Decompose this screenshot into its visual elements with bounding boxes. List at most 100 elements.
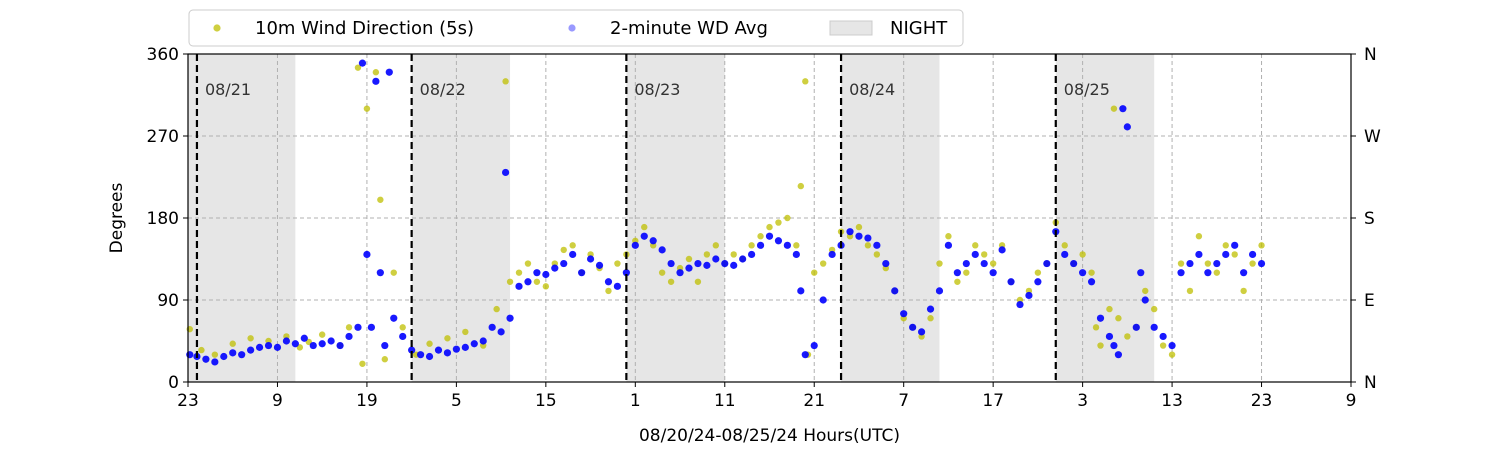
data-point (685, 255, 693, 263)
data-point (1257, 259, 1266, 268)
data-point (1007, 278, 1015, 286)
data-point (515, 282, 523, 290)
data-point (1137, 269, 1145, 277)
data-point (1106, 305, 1113, 313)
data-point (972, 242, 979, 249)
data-point (363, 105, 371, 112)
data-point (730, 251, 737, 258)
x-tick-label: 3 (1077, 391, 1088, 411)
data-point (560, 259, 568, 268)
data-point (676, 269, 684, 277)
data-point (1119, 105, 1127, 113)
data-point (641, 223, 648, 231)
data-point (1043, 259, 1051, 268)
data-point (247, 346, 255, 354)
data-point (784, 214, 791, 222)
data-point (811, 269, 818, 276)
data-point (989, 269, 997, 277)
data-point (658, 269, 666, 276)
data-point (385, 68, 393, 76)
data-point (828, 250, 836, 259)
data-point (703, 261, 711, 269)
data-point (927, 315, 934, 322)
right-axis-ticks: N E S W N (1351, 45, 1381, 393)
data-point (1222, 242, 1229, 249)
data-point (891, 287, 899, 295)
data-point (202, 355, 210, 363)
x-tick-label: 19 (356, 391, 378, 411)
y-axis-label: Degrees (107, 182, 127, 253)
data-point (569, 242, 576, 249)
data-point (367, 323, 375, 331)
x-tick-label: 7 (898, 391, 909, 411)
data-point (586, 255, 595, 263)
data-point (408, 346, 416, 354)
data-point (1168, 341, 1176, 350)
data-point (1087, 278, 1096, 286)
grid-lines (187, 53, 1352, 383)
data-point (1092, 324, 1100, 331)
data-point (954, 278, 961, 285)
data-point (291, 340, 299, 348)
data-point (1034, 278, 1042, 286)
data-point (488, 323, 496, 331)
day-marker-label: 08/22 (420, 80, 466, 99)
right-tick-label: E (1364, 291, 1375, 311)
x-tick-label: 17 (982, 391, 1004, 411)
day-markers: 08/21 08/22 08/23 08/24 08/25 (195, 54, 1110, 382)
day-marker-label: 08/25 (1064, 80, 1110, 99)
data-point (864, 242, 872, 249)
data-point (882, 259, 890, 268)
data-point (1195, 233, 1203, 240)
x-tick-label: 23 (1251, 391, 1273, 411)
data-point (953, 269, 961, 277)
data-point (1088, 269, 1095, 276)
data-point (1105, 332, 1114, 341)
data-point (318, 340, 326, 348)
data-point (399, 324, 406, 331)
data-point (372, 69, 380, 76)
data-point (372, 77, 380, 85)
data-point (1159, 332, 1167, 341)
x-axis-label: 08/20/24-08/25/24 Hours(UTC) (639, 426, 900, 446)
data-point (944, 241, 953, 249)
data-point (802, 78, 809, 85)
y-tick-label: 0 (168, 373, 179, 393)
data-point (524, 260, 532, 267)
data-point (730, 261, 738, 269)
data-point (712, 255, 720, 263)
data-point (309, 341, 317, 350)
data-point (198, 346, 205, 354)
data-point (1061, 242, 1068, 249)
x-tick-label: 21 (803, 391, 825, 411)
data-point (792, 250, 800, 259)
data-point (1231, 241, 1239, 249)
y-tick-label: 90 (157, 291, 179, 311)
data-point (685, 264, 693, 272)
data-point (229, 340, 236, 347)
data-point (819, 296, 827, 304)
data-point (873, 241, 881, 249)
data-point (497, 328, 505, 336)
data-point (426, 340, 433, 347)
data-point (614, 260, 621, 267)
data-point (631, 241, 639, 249)
data-point (622, 269, 630, 277)
data-point (649, 237, 657, 245)
day-marker-label: 08/21 (205, 80, 251, 99)
data-point (515, 269, 523, 276)
data-point (425, 352, 434, 361)
x-tick-label: 11 (714, 391, 736, 411)
data-point (345, 332, 353, 341)
data-point (873, 251, 881, 258)
data-point (461, 343, 469, 351)
data-point (506, 314, 514, 322)
data-point (797, 287, 805, 295)
data-point (560, 246, 567, 254)
data-point (578, 269, 586, 277)
data-point (399, 332, 407, 341)
data-point (1168, 351, 1176, 358)
data-point (377, 196, 384, 203)
data-point (1142, 287, 1149, 295)
data-point (551, 264, 559, 272)
